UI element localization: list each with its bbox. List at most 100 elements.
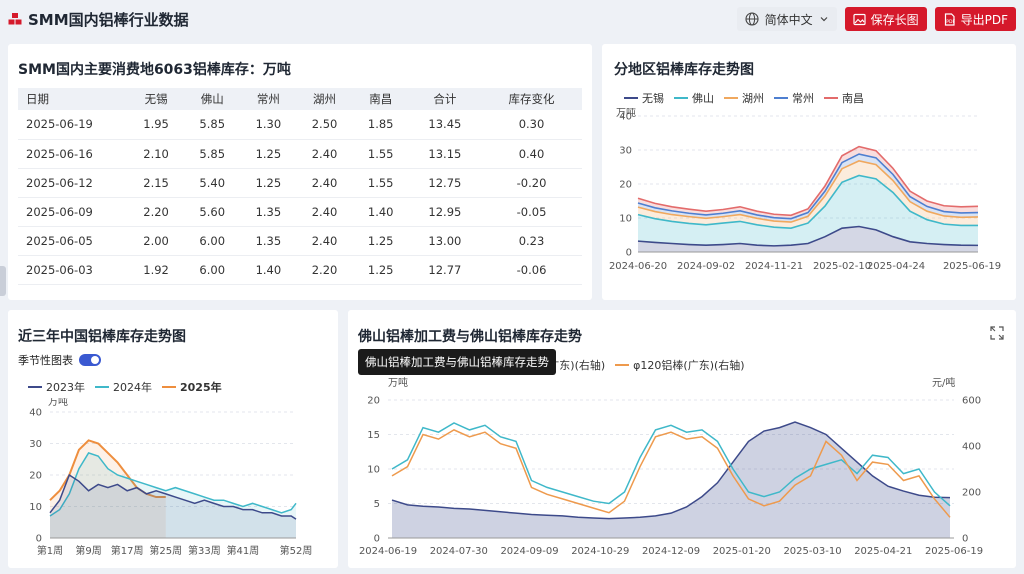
- table-row[interactable]: 2025-06-05 2.00 6.00 1.35 2.40 1.25 13.00 0.23: [18, 226, 582, 256]
- seasonal-toggle[interactable]: [79, 354, 101, 366]
- y-tick-label: 10: [619, 214, 632, 225]
- legend-label: 2023年: [46, 381, 85, 394]
- table-cell: 12.77: [408, 255, 482, 285]
- table-cell: 5.85: [184, 110, 241, 140]
- table-cell: 6.00: [184, 226, 241, 256]
- table-cell: -0.20: [481, 168, 582, 198]
- area-湖州: [638, 160, 978, 229]
- legend-swatch: [95, 386, 109, 388]
- table-header-cell: 日期: [18, 88, 128, 110]
- table-cell: 2.20: [296, 255, 353, 285]
- y-tick-label: 20: [619, 180, 632, 191]
- series-line: [637, 145, 979, 217]
- legend-swatch: [774, 97, 788, 99]
- x-tick-label: 2025-01-20: [713, 546, 771, 557]
- y-tick-label: 0: [626, 248, 632, 259]
- series-line: [637, 153, 979, 220]
- legend-fragment: (广东)(右轴): [544, 359, 606, 372]
- legend-item[interactable]: 2025年: [162, 379, 222, 395]
- legend-label: 南昌: [842, 92, 864, 105]
- legend-item[interactable]: 南昌: [824, 90, 864, 106]
- legend-item[interactable]: 湖州: [724, 90, 764, 106]
- table-cell: [184, 284, 241, 298]
- table-cell: 1.40: [240, 255, 297, 285]
- table-cell: 12.75: [408, 168, 482, 198]
- top-bar: SMM国内铝棒行业数据 简体中文 保存长图 PDF: [8, 6, 1016, 32]
- table-cell: 1.92: [128, 255, 185, 285]
- left-tick-label: 10: [367, 465, 380, 476]
- table-cell: 2025-06-03: [18, 255, 128, 285]
- table-row[interactable]: [18, 284, 582, 298]
- logo-icon: [8, 13, 22, 25]
- legend-swatch: [624, 97, 638, 99]
- table-cell: [481, 284, 582, 298]
- right-axis-unit: 元/吨: [932, 376, 955, 389]
- seasonal-chart-title: 近三年中国铝棒库存走势图: [18, 329, 186, 345]
- x-tick-label: 第17周: [111, 544, 144, 557]
- legend-item[interactable]: 2023年: [28, 379, 85, 395]
- legend-item[interactable]: 无锡: [624, 90, 664, 106]
- table-cell: [352, 284, 409, 298]
- y-axis-unit: 万吨: [616, 108, 636, 119]
- language-label: 简体中文: [764, 12, 813, 27]
- table-row[interactable]: 2025-06-19 1.95 5.85 1.30 2.50 1.85 13.45 0.30: [18, 110, 582, 140]
- table-cell: 2025-06-16: [18, 139, 128, 169]
- series-line: [49, 452, 297, 517]
- table-cell: 0.30: [481, 110, 582, 140]
- table-row[interactable]: 2025-06-16 2.10 5.85 1.25 2.40 1.55 13.15 0.40: [18, 139, 582, 169]
- table-cell: 2025-06-09: [18, 197, 128, 227]
- y-tick-label: 0: [36, 534, 42, 545]
- legend-swatch: [824, 97, 838, 99]
- table-header-cell: 无锡: [128, 88, 185, 110]
- table-cell: 0.40: [481, 139, 582, 169]
- table-cell: -0.05: [481, 197, 582, 227]
- table-cell: [18, 284, 128, 298]
- language-select[interactable]: 简体中文: [736, 7, 837, 31]
- legend-item[interactable]: 2024年: [95, 379, 152, 395]
- table-cell: 2.15: [128, 168, 185, 198]
- table-cell: 1.25: [240, 168, 297, 198]
- right-tick-label: 400: [962, 442, 981, 453]
- table-cell: 5.85: [184, 139, 241, 169]
- legend-swatch: [28, 386, 42, 388]
- table-header-row: 日期 无锡 佛山 常州 湖州 南昌 合计 库存变化: [18, 88, 582, 110]
- side-drawer-handle[interactable]: [0, 266, 6, 296]
- table-cell: 1.35: [240, 197, 297, 227]
- expand-icon[interactable]: [990, 326, 1004, 340]
- image-icon: [852, 13, 866, 25]
- legend-item[interactable]: 佛山: [674, 90, 714, 106]
- right-tick-label: 0: [962, 534, 968, 545]
- pdf-icon: PDF: [944, 12, 955, 26]
- legend-label: φ120铝棒(广东)(右轴): [633, 359, 745, 372]
- foshan-chart-title: 佛山铝棒加工费与佛山铝棒库存走势: [358, 329, 582, 345]
- save-image-button[interactable]: 保存长图: [844, 7, 927, 31]
- legend-item[interactable]: 常州: [774, 90, 814, 106]
- table-cell: [296, 284, 353, 298]
- table-cell: 13.15: [408, 139, 482, 169]
- x-tick-label: 2024-10-29: [571, 546, 629, 557]
- table-cell: 5.60: [184, 197, 241, 227]
- legend-item-processing-fee[interactable]: (广东)(右轴): [544, 357, 605, 373]
- x-tick-label: 第9周: [75, 544, 101, 557]
- table-row[interactable]: 2025-06-03 1.92 6.00 1.40 2.20 1.25 12.77 -0.06: [18, 255, 582, 285]
- legend-item-phi120[interactable]: φ120铝棒(广东)(右轴): [615, 357, 745, 373]
- table-row[interactable]: 2025-06-09 2.20 5.60 1.35 2.40 1.40 12.95 -0.05: [18, 197, 582, 227]
- legend-label: 2024年: [113, 381, 152, 394]
- left-tick-label: 5: [374, 499, 380, 510]
- export-pdf-button[interactable]: PDF 导出PDF: [934, 7, 1016, 31]
- area-2023年: [50, 475, 296, 538]
- x-tick-label: 2025-04-24: [867, 261, 925, 272]
- table-cell: 0.23: [481, 226, 582, 256]
- x-tick-label: 2024-12-09: [642, 546, 700, 557]
- table-cell: 2.00: [128, 226, 185, 256]
- seasonal-toggle-label: 季节性图表: [18, 354, 73, 367]
- x-tick-label: 2025-06-19: [925, 546, 983, 557]
- table-cell: 2.40: [296, 226, 353, 256]
- x-tick-label: 第41周: [227, 544, 260, 557]
- right-tick-label: 600: [962, 396, 981, 407]
- table-cell: 1.40: [352, 197, 409, 227]
- table-row[interactable]: 2025-06-12 2.15 5.40 1.25 2.40 1.55 12.75 -0.20: [18, 168, 582, 198]
- y-axis-unit: 万吨: [48, 398, 68, 408]
- legend-swatch: [162, 386, 176, 388]
- series-line: [49, 473, 297, 520]
